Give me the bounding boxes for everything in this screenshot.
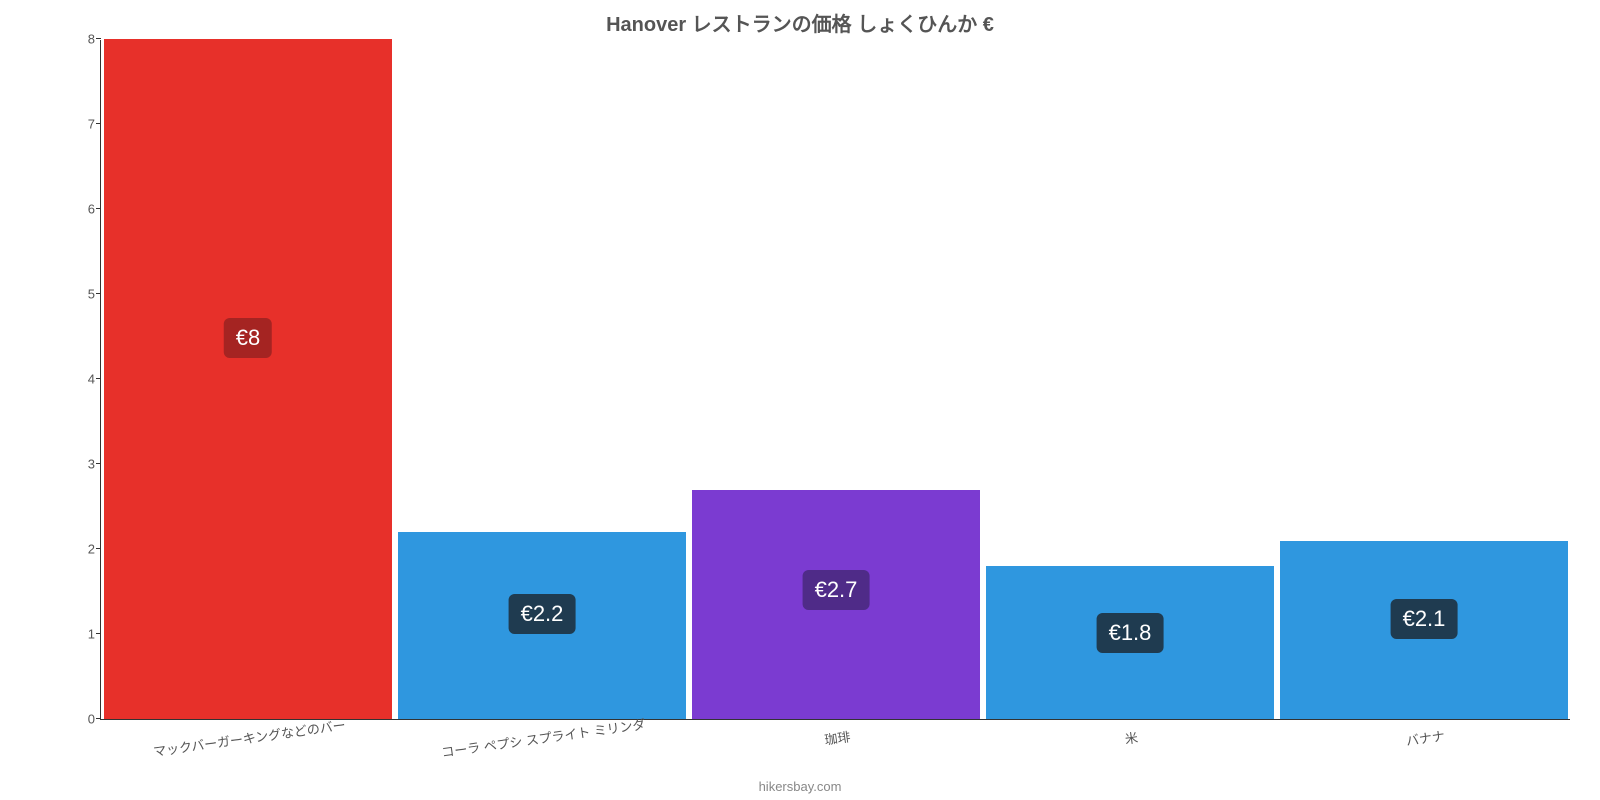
y-tick-label: 6 (71, 202, 95, 217)
x-category-label: 米 (1124, 727, 1140, 748)
x-category-label: コーラ ペプシ スプライト ミリンダ (440, 714, 646, 761)
y-tick-label: 2 (71, 542, 95, 557)
y-tick-label: 5 (71, 287, 95, 302)
y-tick-mark (96, 208, 101, 209)
y-tick-mark (96, 378, 101, 379)
y-tick-label: 3 (71, 457, 95, 472)
x-category-label: マックバーガーキングなどのバー (152, 715, 347, 761)
x-category-label: 珈琲 (823, 726, 851, 748)
y-tick-label: 0 (71, 712, 95, 727)
y-tick-mark (96, 633, 101, 634)
bar-value-label: €1.8 (1097, 613, 1164, 653)
y-tick-mark (96, 463, 101, 464)
y-tick-mark (96, 123, 101, 124)
bar-value-label: €2.7 (803, 570, 870, 610)
bar (104, 39, 392, 719)
y-tick-mark (96, 38, 101, 39)
bar-value-label: €2.1 (1391, 599, 1458, 639)
chart-title: Hanover レストランの価格 しょくひんか € (0, 0, 1600, 37)
credit-text: hikersbay.com (0, 779, 1600, 794)
x-category-label: バナナ (1405, 725, 1446, 749)
plot-area: 012345678€8マックバーガーキングなどのバー€2.2コーラ ペプシ スプ… (100, 40, 1570, 720)
bar-value-label: €8 (224, 318, 272, 358)
y-tick-label: 4 (71, 372, 95, 387)
y-tick-label: 8 (71, 32, 95, 47)
y-tick-mark (96, 548, 101, 549)
bar-value-label: €2.2 (509, 594, 576, 634)
y-tick-mark (96, 293, 101, 294)
y-tick-label: 1 (71, 627, 95, 642)
y-tick-mark (96, 718, 101, 719)
chart-container: 012345678€8マックバーガーキングなどのバー€2.2コーラ ペプシ スプ… (70, 40, 1570, 720)
y-tick-label: 7 (71, 117, 95, 132)
